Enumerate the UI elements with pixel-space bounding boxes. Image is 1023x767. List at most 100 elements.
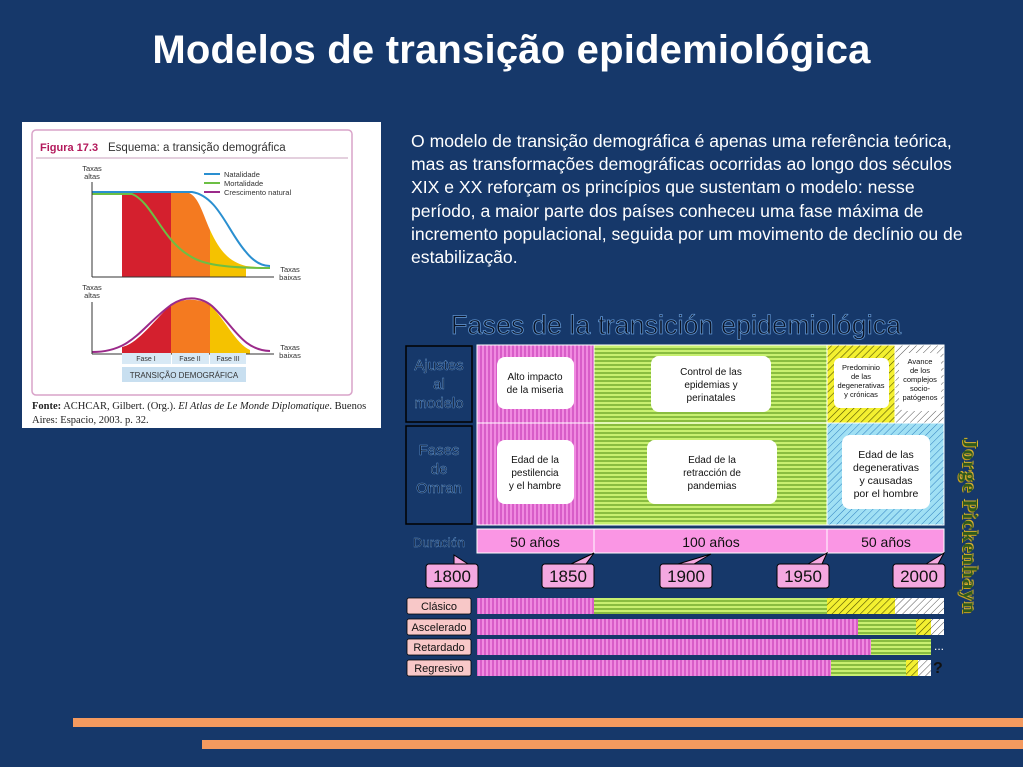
ajuste-epidemias-bubble <box>651 356 771 412</box>
phase1-box <box>122 353 171 364</box>
crescimento-line <box>91 297 271 353</box>
mortalidade-line <box>92 193 271 269</box>
slide-title: Modelos de transição epidemiológica <box>152 28 871 72</box>
ajuste-complejos-5: patógenos <box>902 393 937 402</box>
fase-degenerativas-2: degenerativas <box>853 462 919 474</box>
fase-pestilencia-3: y el hambre <box>509 481 562 492</box>
top-axis-high-2: altas <box>84 172 100 181</box>
retardado-ellipsis: ... <box>934 639 944 653</box>
ajuste-epidemias-3: perinatales <box>687 393 736 404</box>
figure-source: Fonte: ACHCAR, Gilbert. (Org.). El Atlas… <box>32 400 372 428</box>
fase-pandemias-1: Edad de la <box>688 455 736 466</box>
bottom-axis-low-1: Taxas <box>280 343 300 352</box>
decor-bar-bottom <box>202 740 1023 749</box>
phase3-area <box>210 230 268 277</box>
model-regresivo-row: Regresivo ? <box>406 659 943 677</box>
growth-phase1 <box>122 305 171 354</box>
source-title: El Atlas de Le Monde Diplomatique <box>178 401 330 412</box>
duracion-label: Duración <box>413 535 465 550</box>
model-retardado-label: Retardado <box>413 642 464 654</box>
fase-pandemias-3: pandemias <box>688 481 737 492</box>
ajuste-degenerativas-1: Predominio <box>842 363 880 372</box>
fase-pestilencia-bubble <box>497 440 574 504</box>
year-1850-callout: 1850 <box>541 552 595 589</box>
epidemiological-phases-figure: Fases de la transición epidemiológica Aj… <box>396 300 956 690</box>
source-rest: . Buenos Aires: Espacio, 2003. p. 32. <box>32 401 367 426</box>
ajustes-label-1: Ajustes <box>414 357 463 374</box>
duration-3: 50 años <box>861 534 911 550</box>
figure-caption: Esquema: a transição demográfica <box>108 142 286 154</box>
demographic-transition-figure: Figura 17.3 Esquema: a transição demográ… <box>22 122 381 428</box>
ajuste-miseria-bubble <box>497 357 574 409</box>
transition-footer-box <box>122 367 246 382</box>
legend-mortalidade: Mortalidade <box>224 179 263 188</box>
bottom-axis-low-2: baixas <box>279 351 301 360</box>
demographic-transition-chart: Figura 17.3 Esquema: a transição demográ… <box>31 129 353 396</box>
model-clasico-label: Clásico <box>421 601 457 613</box>
ajuste-miseria-1: Alto impacto <box>507 372 562 383</box>
fases-label-box <box>405 425 473 525</box>
growth-phase2 <box>171 299 210 354</box>
top-axis-low-1: Taxas <box>280 265 300 274</box>
ajuste-degenerativas-3: degenerativas <box>837 381 884 390</box>
ajuste-complejos-4: socio- <box>910 384 931 393</box>
author-signature: Jorge Pickenhayn <box>958 438 982 615</box>
bottom-axis-high-1: Taxas <box>82 283 102 292</box>
year-1800: 1800 <box>433 567 471 586</box>
model-retardado-row: Retardado ... <box>406 638 944 656</box>
year-1800-callout: 1800 <box>425 554 479 589</box>
epidemiological-phases-diagram: Fases de la transición epidemiológica Aj… <box>396 300 956 690</box>
duration-2: 100 años <box>682 534 740 550</box>
ajuste-epidemias-1: Control de las <box>680 367 742 378</box>
fases-label-2: de <box>431 461 448 478</box>
ajustes-label-box <box>405 345 473 423</box>
figure-frame <box>31 129 353 396</box>
transition-footer: TRANSIÇÃO DEMOGRÁFICA <box>130 371 239 380</box>
ajustes-label-2: al <box>433 376 445 393</box>
year-2000: 2000 <box>900 567 938 586</box>
top-axis-low-2: baixas <box>279 273 301 282</box>
phase2-box <box>172 353 209 364</box>
phase1-area <box>122 192 171 277</box>
phase1-label: Fase I <box>136 356 156 363</box>
duration-1: 50 años <box>510 534 560 550</box>
ajuste-complejos-bubble <box>899 353 941 411</box>
fase-degenerativas-1: Edad de las <box>858 449 913 461</box>
model-clasico-row: Clásico <box>406 597 944 615</box>
phase3-box <box>210 353 246 364</box>
fase-pestilencia-2: pestilencia <box>511 468 559 479</box>
duration-2-cell <box>593 528 828 554</box>
figure-label: Figura 17.3 <box>40 142 98 154</box>
description-paragraph: O modelo de transição demográfica é apen… <box>411 131 963 268</box>
year-2000-callout: 2000 <box>892 551 946 589</box>
ajuste-epidemias-2: epidemias y <box>684 380 737 391</box>
fase-degenerativas-4: por el hombre <box>854 488 919 500</box>
fase-pestilencia-1: Edad de la <box>511 455 559 466</box>
regresivo-question: ? <box>933 660 943 677</box>
ajuste-miseria-2: de la miseria <box>507 385 564 396</box>
source-label: Fonte: <box>32 401 62 412</box>
phase2-area <box>171 192 210 277</box>
source-author: ACHCAR, Gilbert. (Org.). <box>63 401 176 412</box>
phase3-label: Fase III <box>216 356 239 363</box>
figure2-title: Fases de la transición epidemiológica <box>451 310 902 340</box>
ajuste-degenerativas-2: de las <box>851 372 871 381</box>
legend-crescimento: Crescimento natural <box>224 188 291 197</box>
fases-label-1: Fases <box>419 442 460 459</box>
bottom-axis-high-2: altas <box>84 291 100 300</box>
top-axis-high-1: Taxas <box>82 164 102 173</box>
duration-3-cell <box>826 528 945 554</box>
growth-phase3 <box>210 305 250 354</box>
fase-degenerativas-3: y causadas <box>859 475 912 487</box>
phase2-label: Fase II <box>179 356 200 363</box>
model-acelerado-row: Ascelerado <box>406 618 944 636</box>
fase-pandemias-bubble <box>647 440 777 504</box>
year-1950: 1950 <box>784 567 822 586</box>
duration-1-cell <box>476 528 595 554</box>
natalidade-line <box>92 191 271 267</box>
ajuste-complejos-2: de los <box>910 366 930 375</box>
year-1950-callout: 1950 <box>776 551 830 589</box>
legend-natalidade: Natalidade <box>224 170 260 179</box>
year-1900: 1900 <box>667 567 705 586</box>
fases-label-3: Omran <box>416 480 462 497</box>
